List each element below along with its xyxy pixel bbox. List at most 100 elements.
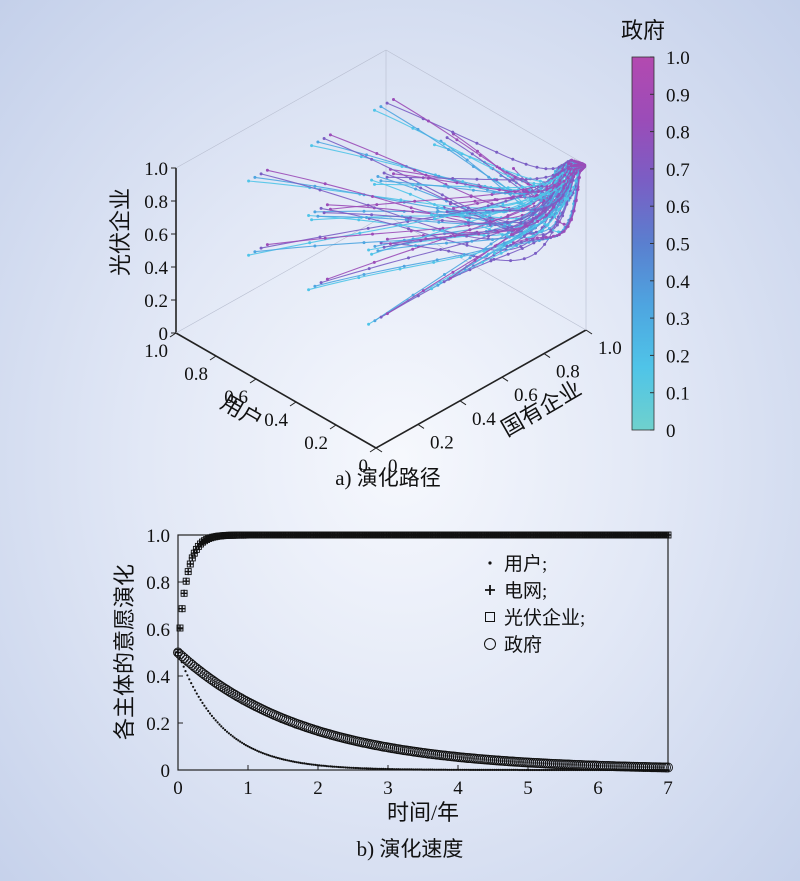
x-tick-label: 1 <box>243 778 253 799</box>
trajectory-point <box>563 197 567 201</box>
trajectory-point <box>357 218 361 222</box>
trajectory-point <box>447 148 450 151</box>
user-point <box>478 768 481 772</box>
trajectory-point <box>421 289 425 293</box>
trajectory-point <box>362 241 366 245</box>
y-tick-label: 0.4 <box>264 410 288 431</box>
x-tick-label: 5 <box>523 778 533 799</box>
user-point <box>203 704 206 707</box>
y-tick-label: 0.2 <box>146 714 170 735</box>
trajectory-point <box>313 244 317 248</box>
trajectory-point <box>379 315 383 319</box>
user-point <box>502 768 506 772</box>
user-point <box>546 768 549 772</box>
trajectory-point <box>316 140 320 144</box>
trajectory-point <box>555 223 559 227</box>
y-tick-label: 0.8 <box>146 573 170 594</box>
user-point <box>310 763 313 766</box>
trajectory-point <box>536 219 540 223</box>
trajectory-point <box>409 229 413 233</box>
y-tick-label: 0.8 <box>184 364 208 385</box>
user-point <box>435 768 438 771</box>
user-point <box>480 768 483 772</box>
trajectory-point <box>373 244 377 248</box>
trajectory-point <box>476 149 479 153</box>
y-tick-label: 1.0 <box>144 341 168 362</box>
user-point <box>457 768 460 771</box>
user-point <box>425 768 428 771</box>
trajectory-point <box>516 206 520 210</box>
trajectory-point <box>322 137 326 140</box>
y-tick-mark <box>329 424 337 430</box>
trajectory-point <box>413 199 417 203</box>
user-point <box>274 756 278 759</box>
trajectory-point <box>522 257 526 261</box>
x-tick-label: 7 <box>663 778 673 799</box>
user-point <box>444 768 447 771</box>
trajectories <box>247 98 587 326</box>
trajectory-point <box>323 182 327 186</box>
user-point <box>184 670 187 673</box>
user-point <box>239 740 242 743</box>
user-point <box>295 761 298 764</box>
user-point <box>308 763 311 766</box>
user-point <box>542 768 545 772</box>
trajectory-point <box>493 244 497 248</box>
user-point <box>420 768 423 771</box>
user-point <box>555 768 558 772</box>
trajectory-point <box>323 236 327 240</box>
x-tick-label: 0.2 <box>430 432 454 453</box>
trajectory-point <box>477 232 481 236</box>
user-point <box>303 762 306 765</box>
trajectory-point <box>468 268 472 272</box>
trajectory-point <box>491 238 494 242</box>
trajectory-point <box>487 234 491 238</box>
user-point <box>205 707 208 710</box>
z-tick-label: 1.0 <box>144 159 168 180</box>
user-point <box>529 768 532 772</box>
trajectory-point <box>411 126 415 130</box>
trajectory-point <box>436 209 440 213</box>
trajectory-point <box>376 175 380 178</box>
user-point <box>254 748 257 752</box>
trajectory-point <box>506 174 510 178</box>
user-point <box>244 744 247 747</box>
user-point <box>472 768 475 772</box>
user-point <box>497 768 500 772</box>
y-tick-mark <box>289 401 297 407</box>
trajectory-point <box>449 200 453 204</box>
trajectory-point <box>385 312 389 316</box>
trajectory-point <box>538 179 542 183</box>
trajectory-point <box>526 182 530 186</box>
user-point <box>491 768 494 772</box>
trajectory-point <box>496 230 500 234</box>
user-point <box>401 768 404 771</box>
user-point <box>514 768 517 772</box>
user-point <box>284 758 287 762</box>
user-point <box>442 768 445 771</box>
x-tick-label: 0 <box>173 778 183 799</box>
trajectory-point <box>385 101 389 105</box>
trajectory-point <box>510 233 514 236</box>
trajectory-point <box>465 243 469 247</box>
user-point <box>467 768 470 771</box>
user-point <box>333 765 336 768</box>
trajectory-point <box>502 224 506 228</box>
trajectory-point <box>513 176 517 179</box>
trajectory-point <box>482 233 486 237</box>
trajectory-point <box>307 288 311 292</box>
user-point <box>188 678 191 681</box>
user-point <box>218 723 221 726</box>
user-point <box>510 768 513 772</box>
user-point <box>192 685 195 688</box>
user-point <box>276 756 279 760</box>
user-point <box>246 745 249 748</box>
trajectory-point <box>539 199 543 202</box>
y-axis-label: 各主体的意愿演化 <box>112 564 137 740</box>
z-tick-label: 0.2 <box>144 291 168 312</box>
trajectory-point <box>505 220 509 224</box>
trajectory-point <box>468 228 472 232</box>
trajectory-point <box>527 188 531 192</box>
trajectory-point <box>510 225 514 229</box>
user-point <box>412 768 415 771</box>
